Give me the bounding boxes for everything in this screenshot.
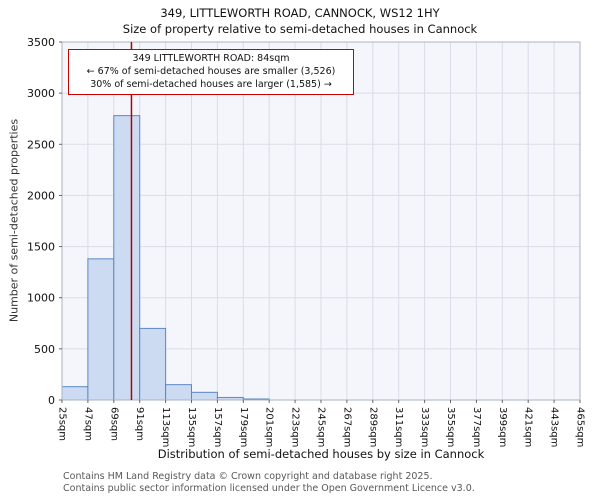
attribution-footer: Contains HM Land Registry data © Crown c…	[63, 471, 475, 495]
x-tick-label: 201sqm	[264, 407, 275, 447]
histogram-bar	[113, 115, 141, 401]
histogram-bar	[139, 327, 167, 401]
x-tick-label: 443sqm	[549, 407, 560, 447]
x-tick-label: 465sqm	[575, 407, 586, 447]
x-tick-label: 91sqm	[134, 407, 145, 441]
histogram-bars	[61, 115, 270, 401]
x-tick-label: 377sqm	[471, 407, 482, 447]
x-tick-label: 179sqm	[238, 407, 249, 447]
x-tick-label: 113sqm	[160, 407, 171, 447]
x-tick-label: 333sqm	[419, 407, 430, 447]
x-tick-label: 267sqm	[341, 407, 352, 447]
x-tick-label: 25sqm	[57, 407, 68, 441]
chart-title: 349, LITTLEWORTH ROAD, CANNOCK, WS12 1HY	[160, 6, 440, 20]
marker-annotation: 349 LITTLEWORTH ROAD: 84sqm ← 67% of sem…	[68, 49, 354, 96]
x-tick-labels: 25sqm 47sqm 69sqm 91sqm 113sqm 135sqm 157sqm 17…	[57, 407, 586, 447]
x-axis-label: Distribution of semi-detached houses by …	[157, 447, 485, 461]
histogram-bar	[165, 384, 193, 401]
y-tick-label: 3000	[27, 87, 55, 100]
footer-line-2: Contains public sector information licen…	[63, 482, 475, 494]
x-tick-label: 223sqm	[290, 407, 301, 447]
x-tick-label: 421sqm	[523, 407, 534, 447]
x-tick-label: 355sqm	[445, 407, 456, 447]
y-tick-label: 0	[48, 394, 55, 407]
x-tick-label: 47sqm	[82, 407, 93, 441]
y-tick-label: 2500	[27, 138, 55, 151]
tick-marks	[59, 41, 581, 403]
chart-subtitle: Size of property relative to semi-detach…	[122, 22, 478, 36]
x-tick-label: 245sqm	[316, 407, 327, 447]
y-tick-labels: 0 500 1000 1500 2000 2500 3000 3500	[27, 36, 55, 407]
histogram-bar	[191, 391, 218, 401]
annotation-line-1: 349 LITTLEWORTH ROAD: 84sqm	[132, 53, 290, 64]
y-axis-label: Number of semi-detached properties	[7, 118, 21, 323]
y-tick-label: 2000	[27, 189, 55, 202]
x-tick-label: 69sqm	[108, 407, 119, 441]
x-tick-label: 399sqm	[497, 407, 508, 447]
y-tick-label: 3500	[27, 36, 55, 49]
annotation-line-2: ← 67% of semi-detached houses are smalle…	[86, 65, 336, 77]
y-tick-label: 500	[34, 343, 55, 356]
y-tick-label: 1000	[27, 292, 55, 305]
histogram-bar	[87, 258, 115, 401]
y-tick-label: 1500	[27, 241, 55, 254]
x-tick-label: 311sqm	[393, 407, 404, 447]
x-tick-label: 157sqm	[212, 407, 223, 447]
x-tick-label: 289sqm	[367, 407, 378, 447]
footer-line-1: Contains HM Land Registry data © Crown c…	[63, 471, 433, 482]
x-tick-label: 135sqm	[186, 407, 197, 447]
histogram-bar	[61, 386, 89, 401]
annotation-line-3: 30% of semi-detached houses are larger (…	[90, 78, 332, 90]
